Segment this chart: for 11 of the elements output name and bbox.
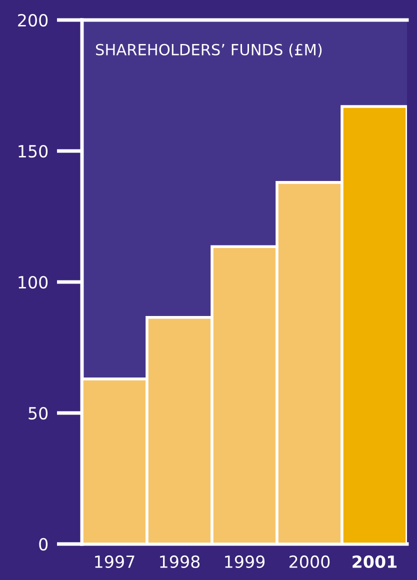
x-tick-label: 1997 (95, 555, 134, 568)
x-tick-label: 2001 (352, 555, 397, 568)
y-tick-label: 100 (18, 276, 48, 289)
y-tick-label: 0 (39, 538, 48, 551)
y-tick-label: 150 (18, 144, 48, 158)
y-tick-label: 50 (28, 406, 48, 420)
y-tick-label: 200 (18, 14, 48, 27)
x-tick-label: 2000 (290, 555, 330, 568)
text: SHAREHOLDERS’ FUNDS (£M) (96, 44, 322, 58)
x-tick-label: 1999 (225, 555, 265, 568)
x-tick-label: 1998 (160, 555, 200, 568)
